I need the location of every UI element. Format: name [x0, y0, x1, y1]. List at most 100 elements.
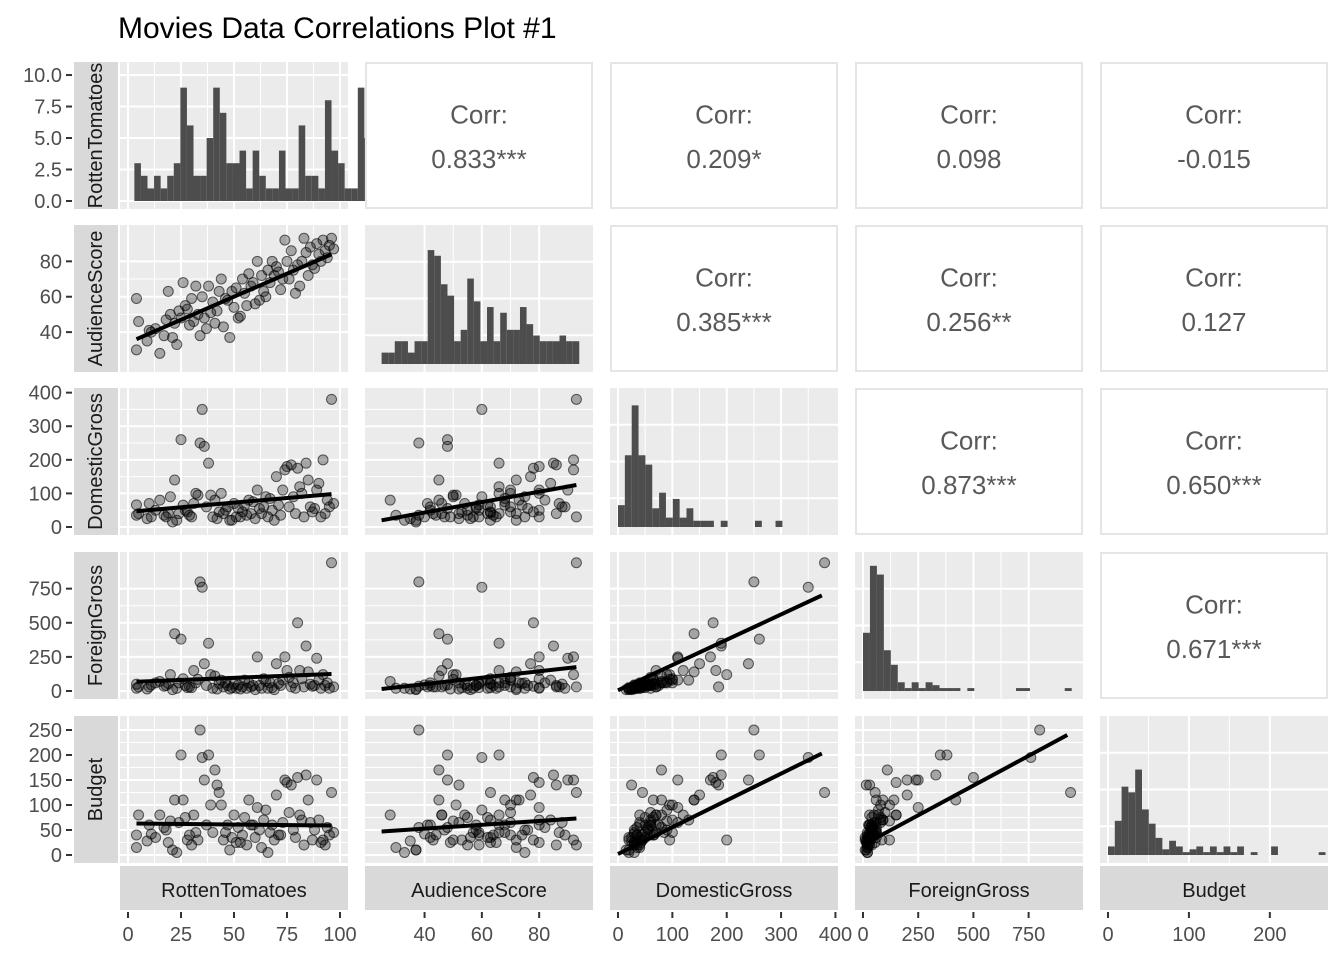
histogram-bar: [1250, 852, 1258, 855]
data-point: [672, 802, 684, 813]
y-tick-label: 0: [51, 845, 62, 867]
histogram-bar: [173, 163, 181, 201]
data-point: [158, 330, 170, 342]
histogram-bar: [1169, 840, 1176, 855]
data-point: [636, 787, 648, 798]
data-point: [143, 497, 155, 509]
histogram-bar: [775, 520, 783, 527]
histogram-bar: [427, 250, 435, 364]
histogram-bar: [1237, 846, 1244, 855]
data-point: [527, 462, 539, 474]
data-point: [884, 799, 895, 811]
data-point: [198, 658, 210, 670]
data-point: [413, 576, 425, 588]
data-point: [198, 774, 210, 786]
data-point: [262, 847, 274, 858]
y-tick-label: 200: [29, 450, 62, 472]
histogram-bar: [318, 188, 325, 201]
data-point: [655, 764, 667, 776]
y-tick-label: 100: [29, 483, 62, 505]
fit-line: [617, 593, 823, 693]
data-point: [270, 658, 282, 670]
data-point: [175, 434, 187, 446]
data-point: [870, 794, 882, 806]
data-point: [224, 844, 236, 856]
histogram-bar: [1135, 769, 1142, 855]
data-point: [207, 827, 219, 838]
data-point: [160, 824, 172, 836]
y-tick-label: 300: [29, 416, 62, 438]
panel-4-3: [855, 716, 1083, 863]
data-point: [533, 837, 545, 848]
x-tick-label: 0: [612, 924, 623, 946]
data-point: [636, 680, 648, 692]
x-tick-label: 80: [528, 924, 550, 946]
data-point: [562, 652, 574, 664]
histogram-bar: [533, 335, 540, 364]
x-tick-label: 25: [170, 924, 192, 946]
data-point: [456, 682, 468, 694]
data-point: [539, 822, 551, 833]
data-point: [326, 557, 338, 569]
data-point: [154, 347, 166, 359]
fit-line: [136, 671, 332, 684]
data-point: [230, 282, 242, 294]
corr-label: Corr:: [940, 263, 998, 293]
data-point: [753, 749, 765, 761]
data-point: [283, 807, 295, 818]
data-point: [188, 809, 200, 821]
histogram-bar: [239, 150, 247, 201]
histogram-bar: [679, 517, 687, 527]
data-point: [181, 682, 193, 694]
data-point: [522, 503, 534, 515]
corr-value: 0.256**: [926, 307, 1011, 337]
histogram-bar: [421, 341, 428, 364]
y-tick-label: 0: [51, 681, 62, 703]
corr-label: Corr:: [1185, 100, 1243, 130]
corr-panel-border: [1100, 62, 1328, 209]
data-point: [273, 499, 285, 511]
panel-4-1: [365, 716, 593, 863]
data-point: [436, 665, 448, 677]
data-point: [688, 794, 700, 806]
data-point: [713, 779, 725, 791]
data-point: [527, 680, 539, 692]
histogram-bar: [1223, 846, 1231, 855]
column-strip-label: AudienceScore: [411, 880, 547, 902]
data-point: [241, 300, 253, 312]
histogram-bar: [1141, 809, 1149, 855]
histogram-bar: [246, 188, 253, 201]
data-point: [559, 501, 571, 513]
data-point: [311, 238, 323, 250]
data-point: [464, 513, 476, 525]
data-point: [323, 682, 335, 694]
data-point: [194, 330, 206, 342]
panel-0-0: [120, 62, 391, 209]
data-point: [399, 847, 411, 858]
data-point: [224, 331, 236, 343]
y-tick-label: 7.5: [34, 97, 62, 119]
data-point: [562, 774, 574, 786]
histogram-bar: [1016, 688, 1023, 691]
data-point: [289, 832, 301, 843]
fit-line: [136, 492, 332, 514]
data-point: [306, 506, 318, 518]
histogram-bar: [659, 492, 666, 527]
data-point: [130, 344, 142, 356]
histogram-bar: [500, 312, 507, 364]
data-point: [226, 682, 238, 694]
histogram-bar: [953, 688, 961, 691]
data-point: [484, 787, 496, 798]
corr-value: 0.650***: [1166, 470, 1261, 500]
data-point: [175, 633, 187, 645]
column-strip-label: DomesticGross: [656, 880, 793, 902]
x-tick-label: 500: [957, 924, 990, 946]
data-point: [198, 440, 210, 452]
data-point: [167, 684, 179, 696]
histogram-bar: [939, 688, 947, 691]
data-point: [304, 241, 316, 253]
histogram-bar: [344, 188, 352, 201]
data-point: [447, 489, 459, 501]
histogram-bar: [572, 341, 580, 364]
histogram-bar: [134, 163, 141, 201]
